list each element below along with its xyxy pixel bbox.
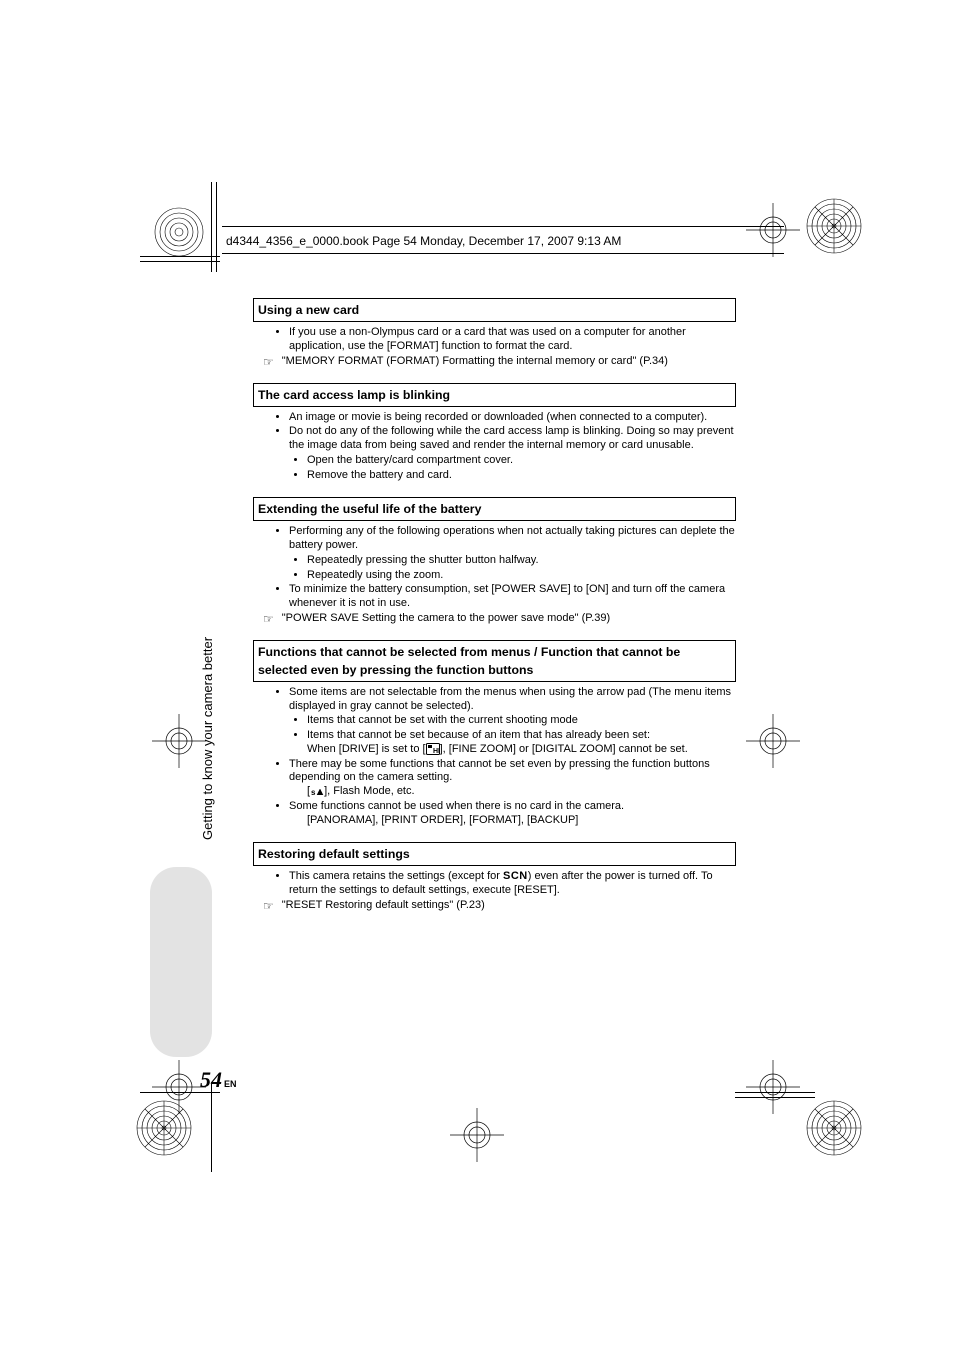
sub-bullet-list: Repeatedly pressing the shutter button h… <box>307 554 736 584</box>
bullet-list: There may be some functions that cannot … <box>289 758 736 829</box>
list-item: Performing any of the following operatio… <box>289 525 736 554</box>
list-item: This camera retains the settings (except… <box>289 870 736 899</box>
bullet-list: If you use a non-Olympus card or a card … <box>289 326 736 355</box>
section-title: Restoring default settings <box>258 847 410 861</box>
sub-text: When [DRIVE] is set to [HI], [FINE ZOOM]… <box>307 743 688 755</box>
list-item: Some items are not selectable from the m… <box>289 686 736 715</box>
list-item: Items that cannot be set with the curren… <box>307 714 736 729</box>
crosshair-mark-icon <box>450 1108 504 1162</box>
page-content: Using a new card If you use a non-Olympu… <box>253 298 736 913</box>
reference-text: "POWER SAVE Setting the camera to the po… <box>282 612 610 624</box>
chapter-tab <box>150 867 212 1057</box>
page-lang: EN <box>224 1079 237 1089</box>
bullet-list: To minimize the battery consumption, set… <box>289 583 736 612</box>
registration-mark-icon <box>804 1098 864 1158</box>
page-number: 54 <box>200 1067 222 1092</box>
crosshair-mark-icon <box>746 714 800 768</box>
drive-hi-icon: HI <box>426 743 440 755</box>
crop-line <box>140 256 220 257</box>
crop-line <box>211 182 212 272</box>
crosshair-mark-icon <box>152 1060 206 1114</box>
crosshair-mark-icon <box>746 203 800 257</box>
chapter-label: Getting to know your camera better <box>200 637 215 840</box>
list-item: Remove the battery and card. <box>307 469 736 484</box>
bullet-list: Performing any of the following operatio… <box>289 525 736 554</box>
list-item: An image or movie is being recorded or d… <box>289 411 736 426</box>
list-item: Items that cannot be set because of an i… <box>307 729 736 758</box>
reference-line: ☞ "RESET Restoring default settings" (P.… <box>263 899 736 913</box>
section-heading: Functions that cannot be selected from m… <box>253 640 736 682</box>
list-item: If you use a non-Olympus card or a card … <box>289 326 736 355</box>
section-heading: The card access lamp is blinking <box>253 383 736 407</box>
crop-line <box>216 182 217 272</box>
section-title: Using a new card <box>258 303 359 317</box>
list-item: Repeatedly pressing the shutter button h… <box>307 554 736 569</box>
page-footer: 54EN <box>200 1067 237 1093</box>
registration-mark-icon <box>152 205 206 259</box>
list-item: Repeatedly using the zoom. <box>307 569 736 584</box>
section-title: The card access lamp is blinking <box>258 388 450 402</box>
header-rule <box>222 226 784 227</box>
reference-line: ☞ "POWER SAVE Setting the camera to the … <box>263 612 736 626</box>
list-item-text: Some functions cannot be used when there… <box>289 800 624 812</box>
list-item: There may be some functions that cannot … <box>289 758 736 800</box>
macro-icon: s <box>310 786 324 797</box>
section-heading: Restoring default settings <box>253 842 736 866</box>
header-filename: d4344_4356_e_0000.book Page 54 Monday, D… <box>226 234 621 248</box>
section-title: Functions that cannot be selected from m… <box>258 645 680 677</box>
sub-text: [PANORAMA], [PRINT ORDER], [FORMAT], [BA… <box>307 814 736 828</box>
sub-bullet-list: Items that cannot be set with the curren… <box>307 714 736 757</box>
reference-line: ☞ "MEMORY FORMAT (FORMAT) Formatting the… <box>263 355 736 369</box>
reference-text: "MEMORY FORMAT (FORMAT) Formatting the i… <box>282 355 668 367</box>
svg-text:s: s <box>311 788 316 797</box>
list-item-text: Items that cannot be set because of an i… <box>307 729 650 741</box>
reference-icon: ☞ <box>263 612 274 626</box>
crop-line <box>735 1097 815 1098</box>
crosshair-mark-icon <box>152 714 206 768</box>
sub-bullet-list: Open the battery/card compartment cover.… <box>307 454 736 484</box>
list-item: Some functions cannot be used when there… <box>289 800 736 829</box>
section-heading: Extending the useful life of the battery <box>253 497 736 521</box>
crosshair-mark-icon <box>746 1060 800 1114</box>
bullet-list: An image or movie is being recorded or d… <box>289 411 736 454</box>
crop-line <box>735 1092 815 1093</box>
list-item-text: There may be some functions that cannot … <box>289 758 710 784</box>
list-item: Do not do any of the following while the… <box>289 425 736 454</box>
reference-text: "RESET Restoring default settings" (P.23… <box>282 899 485 911</box>
crop-line <box>140 261 220 262</box>
bullet-list: Some items are not selectable from the m… <box>289 686 736 715</box>
bullet-list: This camera retains the settings (except… <box>289 870 736 899</box>
registration-mark-icon <box>804 196 864 256</box>
reference-icon: ☞ <box>263 899 274 913</box>
list-item: Open the battery/card compartment cover. <box>307 454 736 469</box>
section-title: Extending the useful life of the battery <box>258 502 481 516</box>
header-rule <box>222 253 784 254</box>
svg-text:HI: HI <box>433 748 440 755</box>
manual-page: d4344_4356_e_0000.book Page 54 Monday, D… <box>0 0 954 1351</box>
reference-icon: ☞ <box>263 355 274 369</box>
list-item: To minimize the battery consumption, set… <box>289 583 736 612</box>
text-pre: This camera retains the settings (except… <box>289 870 503 882</box>
section-heading: Using a new card <box>253 298 736 322</box>
scn-label: SCN <box>503 870 528 882</box>
sub-text: [s], Flash Mode, etc. <box>307 785 736 799</box>
crop-line <box>211 1082 212 1172</box>
